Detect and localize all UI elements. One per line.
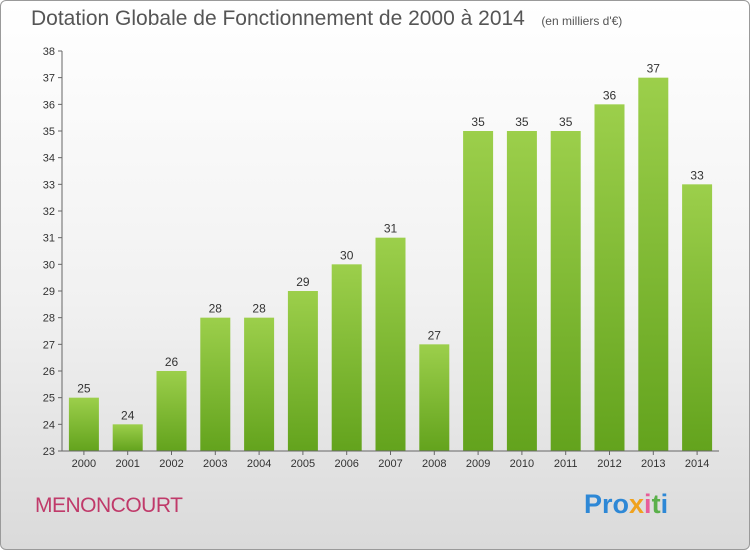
x-tick-label-2014: 2014 xyxy=(685,458,709,470)
x-tick-label-2010: 2010 xyxy=(510,458,534,470)
y-axis: 23 24 25 26 27 28 29 30 31 32 33 34 35 36 37 38 xyxy=(43,46,63,458)
bar-2004 xyxy=(244,317,275,451)
bar-2009 xyxy=(463,131,494,451)
y-tick-label: 28 xyxy=(43,313,55,325)
x-tick-label-2002: 2002 xyxy=(159,458,183,470)
data-label-2006: 30 xyxy=(340,248,354,262)
data-label-2010: 35 xyxy=(515,115,529,129)
bar-2002 xyxy=(156,371,187,451)
data-label-2011: 35 xyxy=(559,115,573,129)
y-tick-label: 23 xyxy=(43,446,55,458)
bar-2008 xyxy=(419,344,450,451)
data-label-2009: 35 xyxy=(471,115,485,129)
data-label-2003: 28 xyxy=(209,302,223,316)
bar-2011 xyxy=(550,131,581,451)
bar-2012 xyxy=(594,104,625,451)
y-tick-label: 37 xyxy=(43,73,55,85)
chart-subtitle: (en milliers d'€) xyxy=(541,14,623,28)
bar-2010 xyxy=(506,131,537,451)
bar-2014 xyxy=(682,184,713,452)
x-tick-label-2003: 2003 xyxy=(203,458,227,470)
data-label-2013: 37 xyxy=(647,62,661,76)
town-name: MENONCOURT xyxy=(35,494,183,517)
y-tick-label: 27 xyxy=(43,339,55,351)
y-tick-label: 29 xyxy=(43,286,55,298)
y-tick-label: 38 xyxy=(43,46,55,58)
x-tick-label-2000: 2000 xyxy=(72,458,96,470)
bars: 25 24 26 28 28 29 30 31 27 35 35 35 36 37 33 xyxy=(68,62,713,452)
x-tick-label-2005: 2005 xyxy=(291,458,315,470)
x-tick-label-2004: 2004 xyxy=(247,458,271,470)
x-tick-label-2007: 2007 xyxy=(378,458,402,470)
y-tick-label: 35 xyxy=(43,126,55,138)
x-tick-label-2008: 2008 xyxy=(422,458,446,470)
data-label-2004: 28 xyxy=(252,302,266,316)
y-tick-label: 25 xyxy=(43,393,55,405)
x-axis: 2000 2001 2002 2003 2004 2005 2006 2007 2008 2009… xyxy=(62,450,719,470)
data-label-2014: 33 xyxy=(690,168,704,182)
title-line: Dotation Globale de Fonctionnement de 20… xyxy=(31,7,622,31)
x-tick-label-2001: 2001 xyxy=(115,458,139,470)
y-tick-label: 30 xyxy=(43,259,55,271)
y-tick-label: 26 xyxy=(43,366,55,378)
data-label-2002: 26 xyxy=(165,355,179,369)
data-label-2008: 27 xyxy=(428,328,442,342)
x-tick-label-2013: 2013 xyxy=(641,458,665,470)
bar-2006 xyxy=(331,264,362,451)
bar-2013 xyxy=(638,77,669,452)
x-tick-label-2012: 2012 xyxy=(597,458,621,470)
data-label-2001: 24 xyxy=(121,408,135,422)
x-tick-label-2006: 2006 xyxy=(334,458,358,470)
y-tick-label: 32 xyxy=(43,206,55,218)
proxiti-logo: Proxiti xyxy=(584,489,669,519)
x-tick-label-2011: 2011 xyxy=(554,458,578,470)
y-tick-label: 31 xyxy=(43,233,55,245)
data-label-2007: 31 xyxy=(384,222,398,236)
data-label-2012: 36 xyxy=(603,88,617,102)
y-tick-label: 36 xyxy=(43,99,55,111)
bar-2007 xyxy=(375,237,406,451)
y-tick-label: 24 xyxy=(43,419,55,431)
bar-2005 xyxy=(287,291,318,451)
data-label-2005: 29 xyxy=(296,275,310,289)
y-tick-label: 34 xyxy=(43,153,55,165)
bar-2001 xyxy=(112,424,143,451)
x-tick-label-2009: 2009 xyxy=(466,458,490,470)
chart-title: Dotation Globale de Fonctionnement de 20… xyxy=(31,7,525,30)
data-label-2000: 25 xyxy=(77,382,91,396)
bar-2000 xyxy=(68,397,99,451)
bar-2003 xyxy=(200,317,231,451)
y-tick-label: 33 xyxy=(43,179,55,191)
